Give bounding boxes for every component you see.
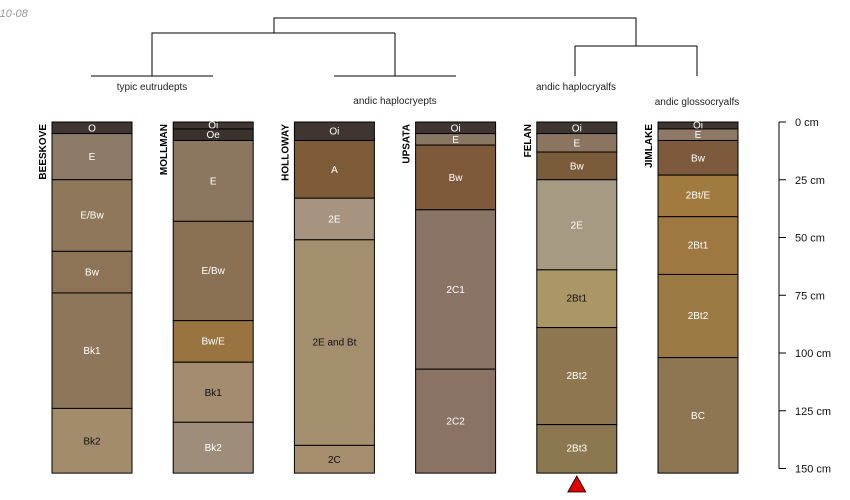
horizon-jimlake-2bt2 [657,273,739,359]
taxon-label-1: andic haplocryepts [353,96,436,107]
marker-layer [567,475,587,493]
depth-tick-label: 75 cm [795,290,825,302]
horizon-label: A [331,165,338,176]
horizon-jimlake-2bt-e [657,174,739,218]
horizon-label: Bw [691,153,706,164]
horizon-label: BC [691,411,705,422]
horizon-felan-2e [536,179,618,271]
horizon-label: Bk2 [205,443,223,454]
horizon-felan-2bt1 [536,269,618,329]
horizon-label: Bk2 [83,436,101,447]
depth-tick-label: 0 cm [795,117,819,129]
dendrogram [91,17,698,77]
horizon-label: 2Bt2 [688,311,709,322]
profile-name: MOLLMAN [159,124,170,175]
horizon-label: O [88,123,96,134]
horizon-label: Bw [570,161,585,172]
horizon-label: Bw [85,268,100,279]
date-stamp: -10-08 [0,8,28,20]
profile-beeskove: O E E/Bw Bw Bk1 Bk2 BEESKOVE [38,121,133,474]
horizon-label: E [89,152,96,163]
dendrogram-branch-eutrudepts [91,70,213,77]
horizon-felan-bw [536,151,618,181]
horizon-beeskove-bk2 [51,407,133,474]
horizon-label: E/Bw [202,266,226,277]
horizon-label: 2Bt1 [567,294,588,305]
profile-holloway: Oi A 2E 2E and Bt 2C HOLLOWAY [280,121,375,474]
horizon-upsata-2c2 [415,368,497,474]
taxon-label-0: typic eutrudepts [117,82,188,93]
horizon-label: E [695,130,702,141]
horizon-label: 2E and Bt [312,337,356,348]
horizon-holloway-a [293,139,375,199]
horizon-holloway-2c [293,444,375,474]
profile-jimlake: OiE Bw 2Bt/E 2Bt1 2Bt2 BC JIMLAKE [644,121,739,474]
taxon-label-2: andic haplocryalfs [536,82,616,93]
horizon-felan-2bt2 [536,327,618,426]
horizon-mollman-bk2 [172,421,254,474]
horizon-label: 2C [328,455,341,466]
horizon-label: 2Bt3 [567,444,588,455]
horizon-label: Oi [572,123,582,134]
horizon-label: Oi [693,121,703,132]
horizon-beeskove-bw [51,250,133,294]
horizon-label: E [573,138,580,149]
horizon-label: E [210,176,217,187]
horizon-label: 2C2 [446,417,465,428]
horizon-beeskove-e-bw [51,179,133,252]
horizon-jimlake-2bt1 [657,216,739,275]
profile-name: BEESKOVE [38,124,49,180]
horizon-label: 2E [571,220,584,231]
depth-tick-label: 150 cm [795,464,831,476]
profile-felan: Oi E Bw 2E 2Bt1 2Bt2 2Bt3 FELAN [523,121,618,474]
horizon-label: Oi [451,123,461,134]
profile-name: HOLLOWAY [280,124,291,181]
horizon-felan-2bt3 [536,424,618,474]
horizon-label: Oi [208,121,218,132]
profile-name: UPSATA [402,124,413,164]
horizon-label: Oi [329,127,339,138]
horizon-jimlake-bc [657,357,739,474]
horizon-label: 2Bt2 [567,371,588,382]
horizon-beeskove-bk1 [51,292,133,409]
horizon-jimlake-bw [657,139,739,176]
profile-name: JIMLAKE [644,124,655,168]
horizon-label: Bw/E [202,336,226,347]
horizon-mollman-e [172,139,254,222]
horizon-label: E/Bw [80,210,104,221]
horizon-label: Bk1 [83,346,101,357]
horizon-mollman-e-bw [172,220,254,322]
profile-upsata: OiE Bw 2C1 2C2 UPSATA [402,121,497,474]
horizon-label: 2Bt/E [686,191,711,202]
profile-name: FELAN [523,124,534,157]
depth-axis: 0 cm 25 cm 50 cm 75 cm 100 cm 125 cm 150 cm [778,117,831,476]
horizon-holloway-2e-and-bt [293,239,375,446]
horizon-label: Bw [449,173,464,184]
horizon-label: 2Bt1 [688,240,709,251]
horizon-mollman-bw-e [172,320,254,363]
depth-tick-label: 100 cm [795,348,831,360]
depth-tick-label: 50 cm [795,233,825,245]
horizon-label: Bk1 [205,388,223,399]
horizon-label: E [452,135,459,146]
horizon-label: Oe [207,130,221,141]
horizon-holloway-2e [293,197,375,241]
depth-tick-label: 25 cm [795,175,825,187]
marker-triangle-icon [567,475,587,493]
horizon-upsata-bw [415,144,497,211]
horizon-label: 2E [328,215,341,226]
horizon-label: 2C1 [446,285,465,296]
dendrogram-branch-cryalfs [574,45,698,76]
horizon-beeskove-e [51,133,133,181]
dendrogram-root [151,17,637,76]
depth-tick-label: 125 cm [795,406,831,418]
taxon-label-3: andic glossocryalfs [655,97,739,108]
